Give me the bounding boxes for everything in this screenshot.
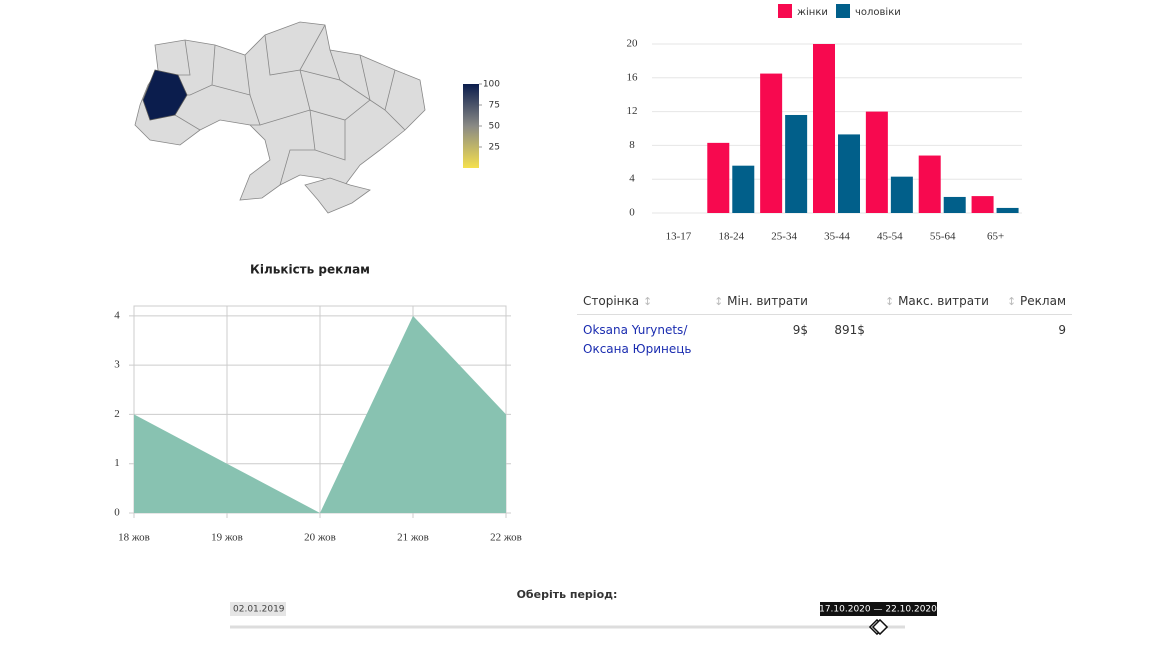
y-tick-label: 1 <box>114 457 120 469</box>
area <box>134 315 506 513</box>
x-tick-label: 25-34 <box>771 231 797 243</box>
y-tick-label: 16 <box>627 71 639 83</box>
header-cell[interactable]: Сторінка ↕ <box>577 290 699 315</box>
legend-label: чоловіки <box>855 6 901 18</box>
bar <box>943 196 966 213</box>
bar-chart: 0 4 8 12 16 20 жінки чоловіки 13-17 18-24 25-34 35-… <box>627 4 1022 243</box>
header-text: Мін. витрати <box>727 294 808 308</box>
legend-swatch <box>778 4 792 18</box>
legend-swatch <box>836 4 850 18</box>
x-tick-label: 35-44 <box>824 231 850 243</box>
y-tick-label: 3 <box>114 359 120 371</box>
map <box>134 21 426 214</box>
highlighted-region <box>142 69 188 121</box>
colorbar-tick-label: 75 <box>489 101 500 111</box>
cell: 9 <box>1058 323 1066 337</box>
region-border <box>384 109 406 131</box>
y-tick-label: 12 <box>627 105 638 117</box>
colorbar-tick-label: 25 <box>489 143 500 153</box>
page-link[interactable]: Oksana Yurynets/ Оксана Юринець <box>583 323 692 356</box>
colorbar-tick-label: 50 <box>489 122 501 132</box>
bar <box>732 165 755 213</box>
cell: 891$ <box>834 323 865 337</box>
area-chart: 0 1 2 3 4 18 жов 19 жов 20 жов 21 жов 22 жов <box>114 305 522 544</box>
y-tick-label: 4 <box>114 309 120 321</box>
region-border <box>187 44 216 96</box>
x-tick-label: 20 жов <box>304 532 336 544</box>
range-label-box <box>820 602 937 616</box>
y-tick-label: 0 <box>114 507 120 519</box>
country-outline <box>134 21 426 201</box>
header-text: Реклам <box>1020 294 1066 308</box>
slider-thumb[interactable] <box>868 618 889 636</box>
slider-start: 02.01.2019 <box>233 605 285 615</box>
bar <box>813 44 835 213</box>
bar <box>760 73 783 213</box>
table-row: Oksana Yurynets/ Оксана Юринець 9$ 891$ … <box>577 315 1072 366</box>
start-label-box <box>230 602 286 616</box>
x-tick-label: 22 жов <box>490 532 522 544</box>
region-border <box>178 39 191 76</box>
thumb-handle[interactable] <box>871 618 889 636</box>
colorbar-tick-label: 100 <box>483 80 500 90</box>
bar <box>996 207 1019 213</box>
region-border <box>264 24 326 76</box>
slider-range: 17.10.2020 — 22.10.2020 <box>819 605 937 615</box>
bar <box>890 176 913 213</box>
x-tick-label: 13-17 <box>666 231 692 243</box>
header-cell[interactable]: ↕ Макс. витрати <box>813 290 995 315</box>
x-tick-label: 21 жов <box>397 532 429 544</box>
table: Сторінка ↕ ↕ Мін. витрати ↕ Макс. витрат… <box>577 290 1072 365</box>
bar <box>707 142 730 213</box>
x-tick-label: 19 жов <box>211 532 243 544</box>
bar <box>918 155 941 213</box>
y-tick-label: 20 <box>627 38 639 50</box>
colorbar: 25 50 75 100 <box>463 80 501 168</box>
bar <box>785 114 808 213</box>
x-tick-label: 18 жов <box>118 532 150 544</box>
header-cell[interactable]: ↕ Мін. витрати <box>699 290 814 315</box>
cell: 9$ <box>792 323 808 337</box>
header-text: Макс. витрати <box>898 294 989 308</box>
x-tick-label: 45-54 <box>877 231 903 243</box>
legend-label: жінки <box>797 6 828 18</box>
y-tick-label: 2 <box>114 408 120 420</box>
region-border <box>174 114 201 131</box>
chart-title: Кількість реклам <box>250 263 370 277</box>
region-border <box>299 69 396 121</box>
y-tick-label: 8 <box>629 139 635 151</box>
x-tick-label: 65+ <box>987 231 1004 243</box>
bar <box>838 134 860 213</box>
table-header: Сторінка ↕ ↕ Мін. витрати ↕ Макс. витрат… <box>577 290 1072 315</box>
bar <box>865 111 888 213</box>
bar <box>971 196 994 213</box>
header-text: Сторінка <box>583 294 640 308</box>
colorbar-scale <box>463 84 479 168</box>
slider-label: Оберіть період: <box>517 588 618 601</box>
y-tick-label: 4 <box>629 173 635 185</box>
region-border <box>279 149 315 186</box>
x-tick-label: 18-24 <box>718 231 744 243</box>
x-tick-label: 55-64 <box>930 231 956 243</box>
y-tick-label: 0 <box>629 207 635 219</box>
crimea <box>304 177 371 214</box>
header-cell[interactable]: ↕ Реклам <box>994 290 1072 315</box>
